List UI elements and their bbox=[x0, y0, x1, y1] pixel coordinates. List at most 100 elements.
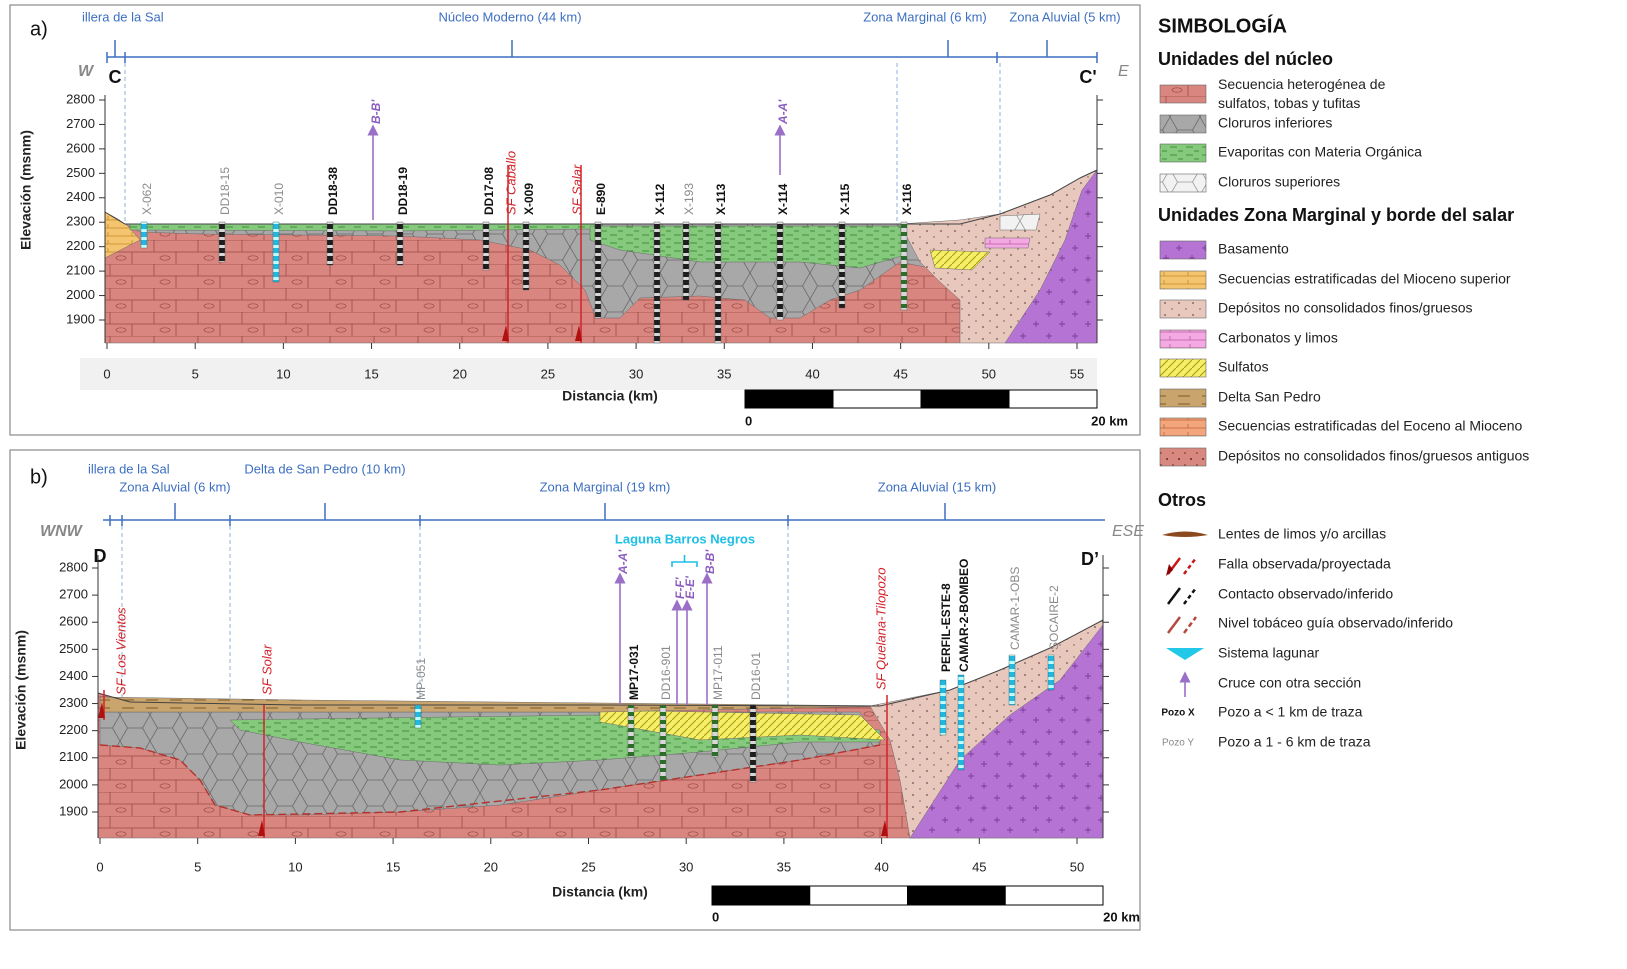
y-tick-label: 1900 bbox=[59, 803, 88, 818]
x-tick-label: 30 bbox=[629, 366, 643, 381]
x-tick-label: 40 bbox=[874, 859, 888, 874]
legend-swatch bbox=[1160, 271, 1206, 289]
y-axis-title: Elevación (msnm) bbox=[18, 130, 34, 250]
well bbox=[595, 222, 601, 318]
fault-label: SF Los Vientos bbox=[113, 607, 128, 695]
legend-item: Pozo a 1 - 6 km de traza bbox=[1218, 734, 1371, 750]
legend-item: Sistema lagunar bbox=[1218, 645, 1320, 661]
x-tick-label: 25 bbox=[541, 366, 555, 381]
x-tick-label: 45 bbox=[972, 859, 986, 874]
fault-label: SF Quelana-Tilopozo bbox=[873, 568, 888, 691]
well-label: DD17-08 bbox=[482, 167, 496, 215]
well bbox=[327, 222, 333, 265]
y-tick-label: 1900 bbox=[66, 311, 95, 326]
legend-section-title: Otros bbox=[1158, 490, 1206, 510]
x-tick-label: 15 bbox=[386, 859, 400, 874]
legend-symbol bbox=[1166, 564, 1173, 576]
section-end: E bbox=[1118, 63, 1129, 80]
scale-label: 0 bbox=[712, 909, 719, 924]
legend-symbol bbox=[1184, 558, 1196, 574]
legend-sample: Pozo X bbox=[1161, 708, 1195, 719]
x-axis-title: Distancia (km) bbox=[562, 388, 658, 404]
well bbox=[712, 705, 718, 757]
well-label: DD16-901 bbox=[659, 645, 673, 700]
well-label: DD16-01 bbox=[749, 652, 763, 700]
well-label: X-112 bbox=[653, 183, 667, 215]
legend-item: Secuencia heterogénea de sulfatos, tobas… bbox=[1218, 75, 1418, 113]
geologic-unit bbox=[985, 238, 1030, 248]
y-tick-label: 2000 bbox=[66, 287, 95, 302]
legend-item: Contacto observado/inferido bbox=[1218, 586, 1393, 602]
legend-title: SIMBOLOGÍA bbox=[1158, 14, 1287, 37]
crossing-label: A-A' bbox=[616, 549, 630, 575]
well-label: PERFIL-ESTE-8 bbox=[939, 583, 953, 672]
zone-label: Zona Aluvial (5 km) bbox=[1009, 9, 1120, 24]
zone-label: Zona Marginal (6 km) bbox=[863, 9, 987, 24]
legend-symbol bbox=[1168, 588, 1180, 604]
legend-item: Falla observada/proyectada bbox=[1218, 556, 1391, 572]
y-tick-label: 2200 bbox=[66, 238, 95, 253]
well bbox=[415, 705, 421, 728]
x-tick-label: 5 bbox=[194, 859, 201, 874]
figure: a)illera de la SalNúcleo Moderno (44 km)… bbox=[0, 0, 1627, 964]
well bbox=[1009, 655, 1015, 705]
legend-swatch bbox=[1160, 144, 1206, 162]
x-tick-label: 45 bbox=[893, 366, 907, 381]
x-tick-label: 30 bbox=[679, 859, 693, 874]
crossing-label: A-A' bbox=[776, 99, 790, 125]
lake-label: Laguna Barros Negros bbox=[615, 531, 755, 546]
well bbox=[958, 675, 964, 770]
well bbox=[660, 705, 666, 780]
x-tick-label: 55 bbox=[1070, 366, 1084, 381]
section-end: ESE bbox=[1112, 523, 1144, 540]
legend-swatch bbox=[1160, 174, 1206, 192]
legend-item: Lentes de limos y/o arcillas bbox=[1218, 526, 1386, 542]
well bbox=[654, 222, 660, 343]
well bbox=[523, 222, 529, 290]
well-label: MP17-011 bbox=[711, 645, 725, 700]
x-tick-label: 15 bbox=[364, 366, 378, 381]
legend-swatch bbox=[1160, 115, 1206, 133]
well bbox=[273, 222, 279, 282]
panel-a: a)illera de la SalNúcleo Moderno (44 km)… bbox=[10, 5, 1140, 435]
legend-swatch bbox=[1160, 330, 1206, 348]
scale-segment bbox=[833, 390, 921, 408]
scale-segment bbox=[712, 886, 810, 905]
x-tick-label: 50 bbox=[982, 366, 996, 381]
zone-label: Núcleo Moderno (44 km) bbox=[438, 9, 581, 24]
well-label: SOCAIRE-2 bbox=[1047, 585, 1061, 650]
legend-swatch bbox=[1160, 389, 1206, 407]
y-tick-label: 2400 bbox=[59, 668, 88, 683]
y-tick-label: 2600 bbox=[66, 140, 95, 155]
x-tick-label: 20 bbox=[452, 366, 466, 381]
section-end: WNW bbox=[40, 523, 84, 540]
x-tick-label: 35 bbox=[717, 366, 731, 381]
x-tick-label: 50 bbox=[1070, 859, 1084, 874]
well bbox=[483, 222, 489, 270]
x-tick-label: 0 bbox=[96, 859, 103, 874]
well bbox=[901, 222, 907, 310]
y-tick-label: 2400 bbox=[66, 189, 95, 204]
legend-swatch bbox=[1160, 85, 1206, 103]
y-axis-title: Elevación (msnm) bbox=[13, 630, 29, 750]
x-tick-label: 20 bbox=[484, 859, 498, 874]
legend-item: Delta San Pedro bbox=[1218, 389, 1321, 405]
legend-item: Pozo a < 1 km de traza bbox=[1218, 704, 1363, 720]
zone-label: illera de la Sal bbox=[88, 461, 170, 476]
scale-segment bbox=[1005, 886, 1103, 905]
section-end-label: C' bbox=[1079, 67, 1096, 87]
y-tick-label: 2000 bbox=[59, 776, 88, 791]
well bbox=[940, 680, 946, 735]
well-label: X-113 bbox=[714, 183, 728, 215]
zone-label: Delta de San Pedro (10 km) bbox=[244, 461, 405, 476]
scale-label: 20 km bbox=[1091, 413, 1128, 428]
scale-segment bbox=[1009, 390, 1097, 408]
well-label: E-890 bbox=[594, 183, 608, 215]
y-tick-label: 2800 bbox=[66, 91, 95, 106]
zone-label: Zona Aluvial (15 km) bbox=[878, 479, 997, 494]
scale-label: 20 km bbox=[1103, 909, 1140, 924]
fault-label: SF Caballo bbox=[503, 151, 518, 215]
legend-swatch bbox=[1160, 241, 1206, 259]
